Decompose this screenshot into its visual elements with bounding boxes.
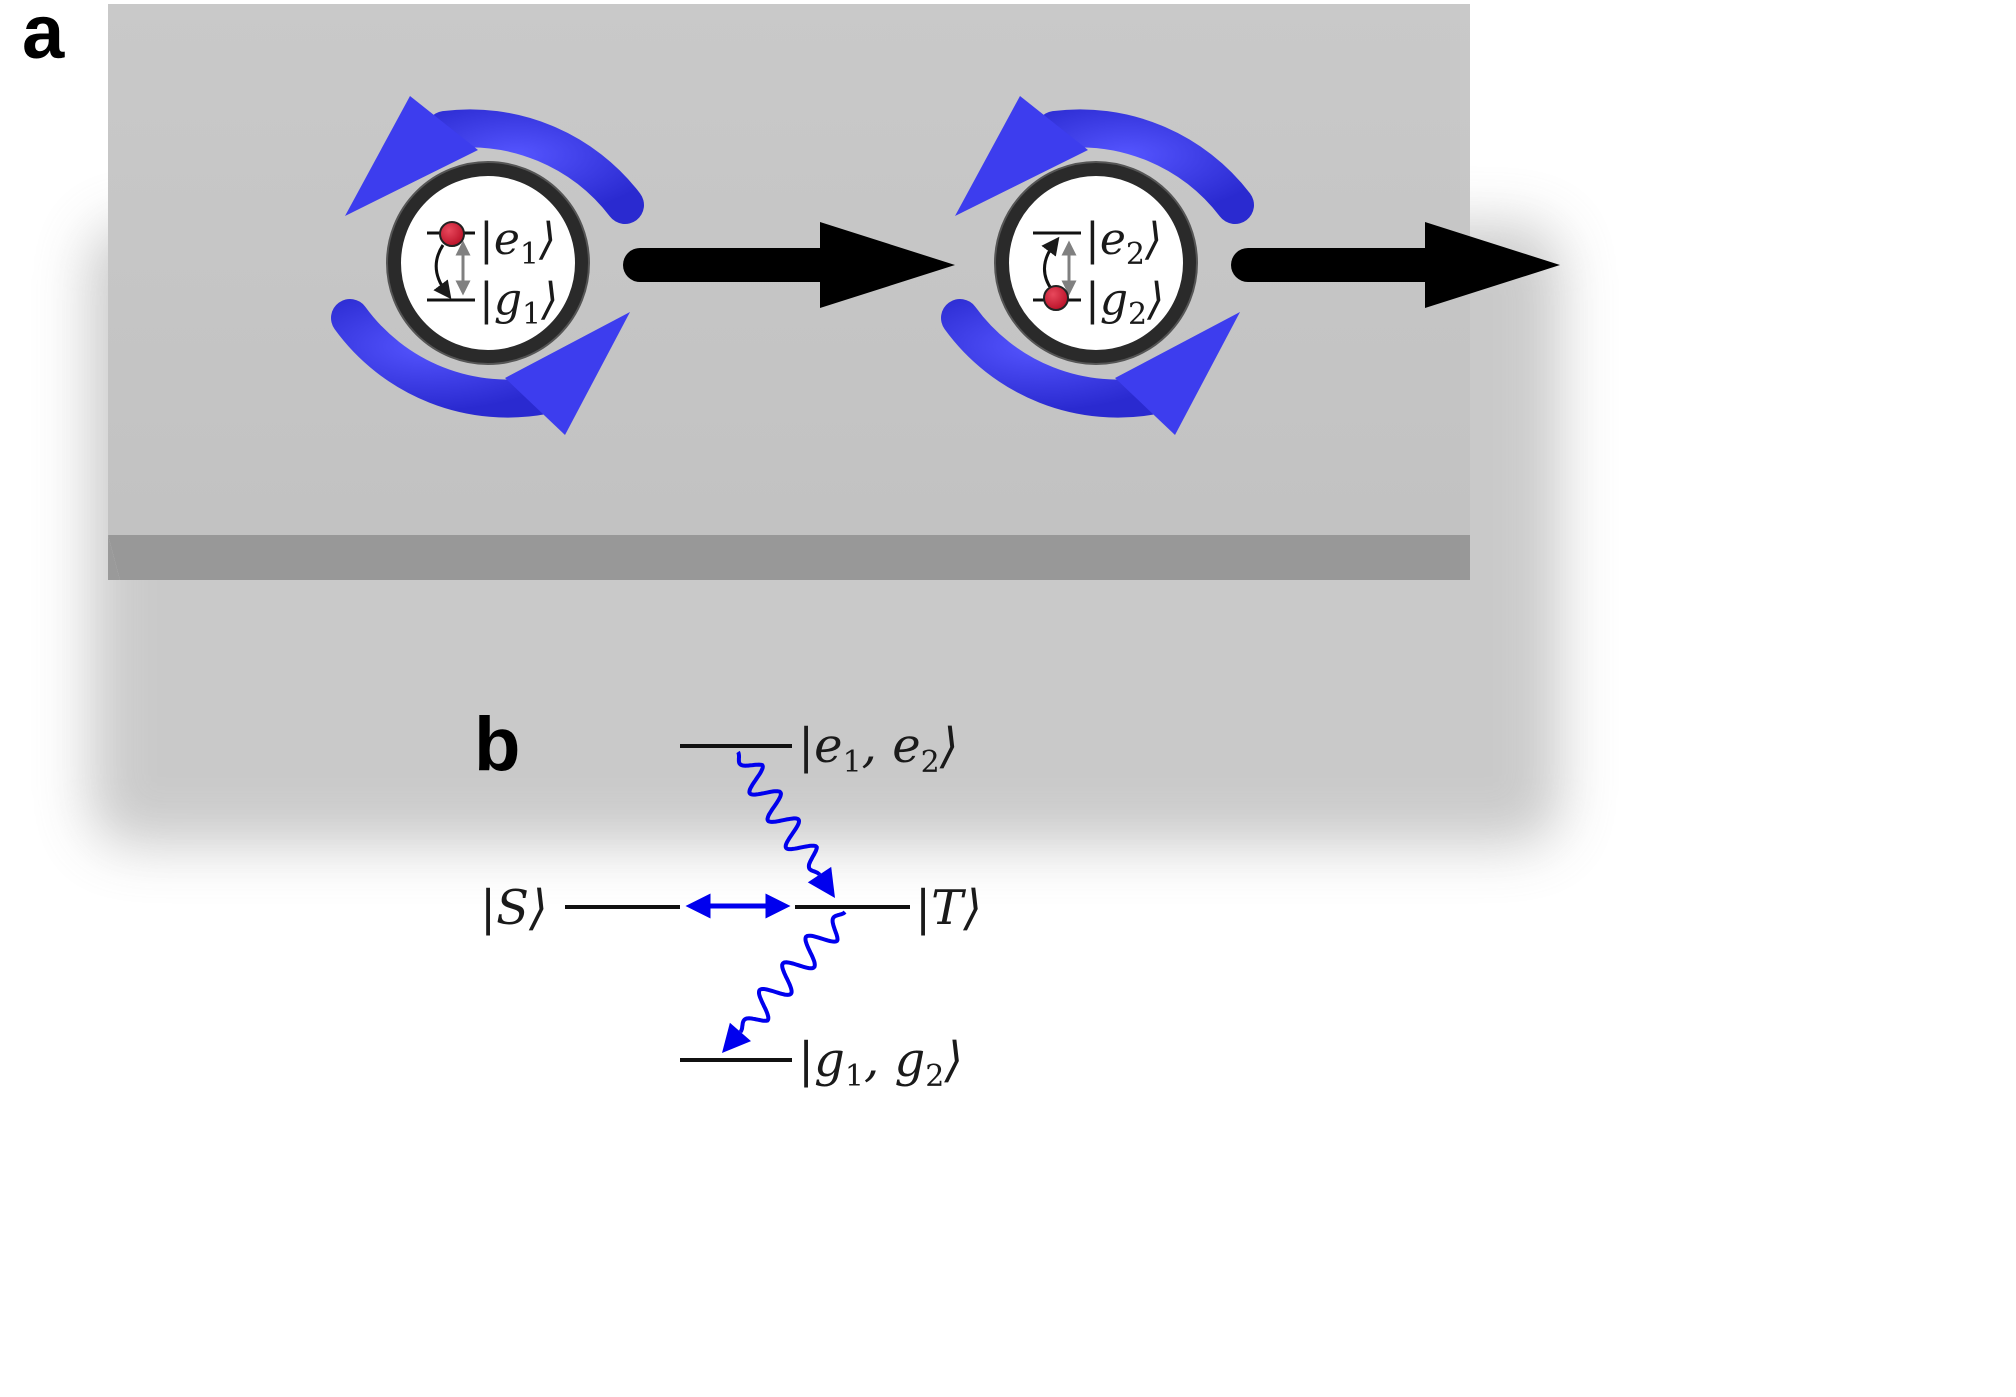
slab-front-face (108, 535, 1470, 580)
label-g1: |g1⟩ (479, 274, 558, 332)
panel-label-a: a (22, 0, 65, 75)
label-triplet: |T⟩ (915, 880, 982, 936)
panel-label-b: b (474, 702, 520, 787)
label-singlet: |S⟩ (480, 880, 548, 936)
waveguide-slab (108, 4, 1470, 580)
label-g1-g2: |g1, g2⟩ (798, 1032, 963, 1094)
atom-2 (1044, 286, 1068, 310)
panel-a: a |e1⟩ |g1⟩ (22, 0, 1560, 845)
decay-arrowhead-bottom (722, 1023, 751, 1053)
label-g2: |g2⟩ (1085, 274, 1164, 332)
atom-1 (440, 222, 464, 246)
label-e1: |e1⟩ (479, 214, 556, 272)
decay-wave-triplet-to-ground (740, 912, 845, 1032)
label-e2: |e2⟩ (1085, 214, 1162, 272)
